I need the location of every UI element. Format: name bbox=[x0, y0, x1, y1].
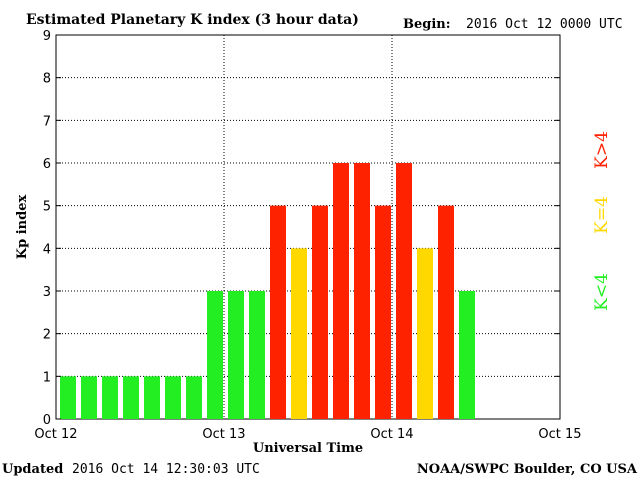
credit-text: NOAA/SWPC Boulder, CO USA bbox=[417, 462, 638, 477]
y-tick-label: 7 bbox=[43, 114, 51, 129]
kp-bar bbox=[417, 248, 433, 419]
x-axis-label: Universal Time bbox=[253, 441, 363, 456]
bar-series bbox=[60, 163, 475, 419]
kp-bar bbox=[186, 376, 202, 419]
y-tick-label: 6 bbox=[43, 157, 51, 172]
kp-bar bbox=[123, 376, 139, 419]
kp-bar bbox=[396, 163, 412, 419]
kp-bar bbox=[438, 205, 454, 419]
begin-value: 2016 Oct 12 0000 UTC bbox=[466, 17, 623, 32]
updated-value: 2016 Oct 14 12:30:03 UTC bbox=[72, 462, 260, 477]
x-tick-label: Oct 14 bbox=[370, 427, 413, 442]
y-tick-label: 8 bbox=[43, 72, 51, 87]
legend-equal: K=4 bbox=[592, 196, 612, 234]
grid-lines bbox=[56, 35, 560, 419]
begin-label: Begin: bbox=[403, 17, 451, 32]
kp-bar bbox=[354, 163, 370, 419]
kp-bar bbox=[333, 163, 349, 419]
y-tick-label: 2 bbox=[43, 328, 51, 343]
kp-bar bbox=[81, 376, 97, 419]
y-axis-ticks: 0 1 2 3 4 5 6 7 8 9 bbox=[43, 29, 560, 428]
plot-frame bbox=[55, 34, 561, 420]
x-axis-ticks: Oct 12 Oct 13 Oct 14 Oct 15 bbox=[34, 427, 581, 442]
x-tick-label: Oct 15 bbox=[538, 427, 581, 442]
kp-bar bbox=[375, 205, 391, 419]
kp-bar bbox=[249, 291, 265, 419]
legend-low: K<4 bbox=[592, 273, 612, 311]
updated-label: Updated bbox=[2, 462, 63, 477]
x-tick-label: Oct 13 bbox=[202, 427, 245, 442]
kp-bar bbox=[102, 376, 118, 419]
kp-bar bbox=[165, 376, 181, 419]
kp-bar bbox=[459, 291, 475, 419]
y-tick-label: 4 bbox=[43, 242, 51, 257]
legend-high: K>4 bbox=[592, 131, 612, 169]
x-tick-label: Oct 12 bbox=[34, 427, 77, 442]
chart-title: Estimated Planetary K index (3 hour data… bbox=[26, 12, 359, 28]
kp-bar bbox=[291, 248, 307, 419]
kp-bar bbox=[60, 376, 76, 419]
kp-bar bbox=[228, 291, 244, 419]
kp-bar bbox=[270, 205, 286, 419]
y-axis-label: Kp index bbox=[15, 195, 30, 260]
kp-bar bbox=[207, 291, 223, 419]
y-tick-label: 5 bbox=[43, 200, 51, 215]
y-tick-label: 1 bbox=[43, 370, 51, 385]
kp-bar bbox=[144, 376, 160, 419]
kp-bar bbox=[312, 205, 328, 419]
y-tick-label: 3 bbox=[43, 285, 51, 300]
y-tick-label: 0 bbox=[43, 413, 51, 428]
y-tick-label: 9 bbox=[43, 29, 51, 44]
